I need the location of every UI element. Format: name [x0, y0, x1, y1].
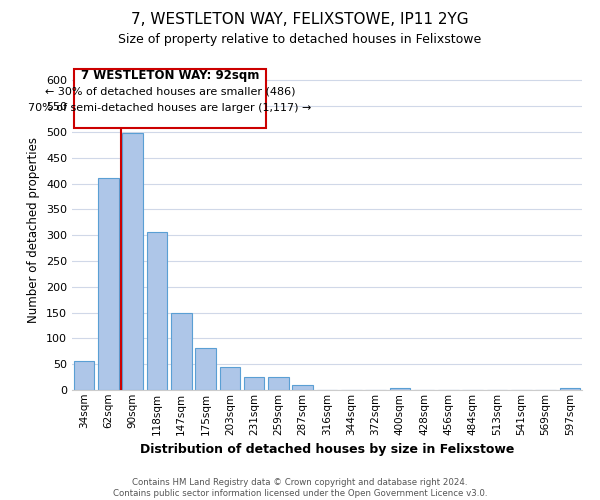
Text: 70% of semi-detached houses are larger (1,117) →: 70% of semi-detached houses are larger (…	[28, 103, 312, 113]
Text: 7 WESTLETON WAY: 92sqm: 7 WESTLETON WAY: 92sqm	[81, 68, 259, 82]
Text: Size of property relative to detached houses in Felixstowe: Size of property relative to detached ho…	[118, 32, 482, 46]
Bar	[244, 377, 265, 390]
Bar	[292, 385, 313, 390]
Bar	[146, 232, 167, 390]
Bar	[195, 348, 216, 390]
Bar	[171, 312, 191, 390]
X-axis label: Distribution of detached houses by size in Felixstowe: Distribution of detached houses by size …	[140, 443, 514, 456]
Y-axis label: Number of detached properties: Number of detached properties	[28, 137, 40, 323]
Bar	[122, 134, 143, 390]
Bar	[220, 368, 240, 390]
Text: Contains HM Land Registry data © Crown copyright and database right 2024.
Contai: Contains HM Land Registry data © Crown c…	[113, 478, 487, 498]
Bar	[268, 377, 289, 390]
Bar	[560, 388, 580, 390]
FancyBboxPatch shape	[74, 69, 266, 128]
Bar	[74, 360, 94, 390]
Bar	[98, 178, 119, 390]
Text: 7, WESTLETON WAY, FELIXSTOWE, IP11 2YG: 7, WESTLETON WAY, FELIXSTOWE, IP11 2YG	[131, 12, 469, 28]
Bar	[389, 388, 410, 390]
Text: ← 30% of detached houses are smaller (486): ← 30% of detached houses are smaller (48…	[45, 86, 295, 97]
